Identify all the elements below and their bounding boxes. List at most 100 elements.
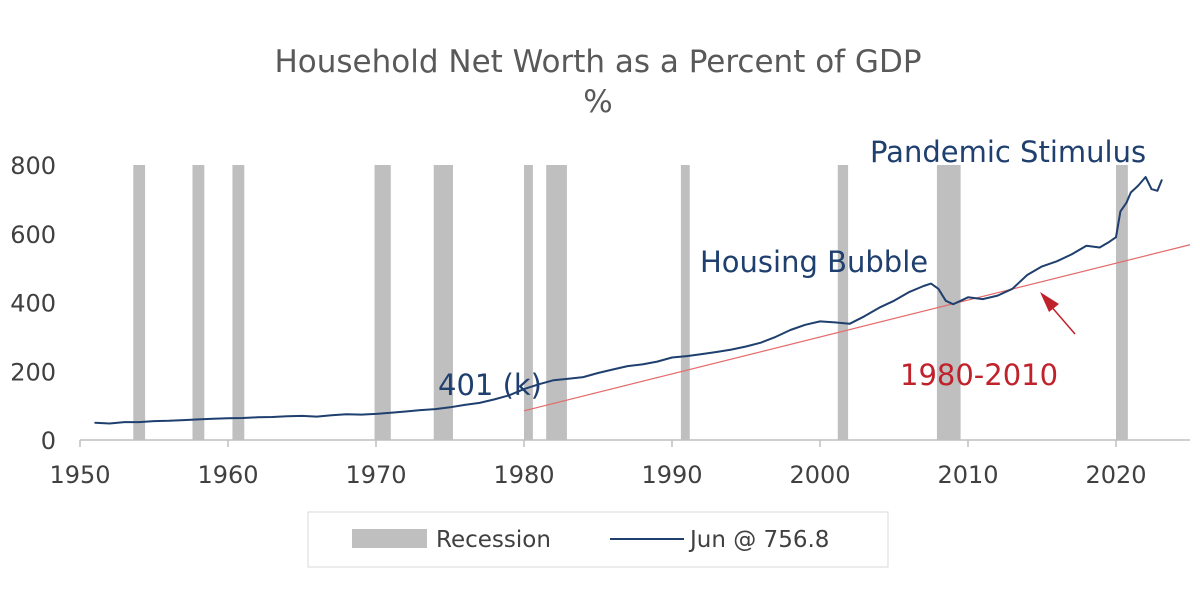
data-point-15 (316, 416, 318, 418)
data-point-67 (1041, 265, 1043, 268)
data-point-20 (390, 412, 392, 414)
recession-bar-2 (232, 165, 245, 440)
net-worth-line (94, 176, 1163, 425)
data-point-42 (715, 351, 718, 353)
annotation-pandemic-stimulus: Pandemic Stimulus (870, 135, 1146, 169)
data-point-13 (286, 415, 288, 417)
x-axis: 1950 1960 1970 1980 1990 2000 2010 2020 (49, 440, 1147, 489)
data-points (94, 176, 1163, 425)
legend: Recession Jun @ 756.8 (307, 511, 889, 568)
data-point-16 (331, 414, 333, 416)
data-point-40 (686, 355, 688, 357)
data-point-46 (775, 336, 777, 338)
data-point-31 (553, 379, 555, 381)
data-point-59 (945, 300, 947, 302)
x-tick-label-2020: 2020 (1085, 461, 1146, 489)
data-point-7 (197, 418, 199, 420)
data-point-1 (109, 422, 111, 425)
recession-bar-5 (524, 165, 533, 440)
data-point-33 (582, 376, 584, 378)
x-tick-label-2000: 2000 (789, 461, 850, 489)
data-point-79 (1150, 188, 1153, 190)
recession-bar-1 (192, 165, 205, 440)
data-point-45 (760, 342, 762, 344)
data-point-36 (627, 365, 629, 367)
data-point-2 (123, 421, 125, 423)
data-point-54 (893, 300, 895, 302)
data-point-3 (138, 421, 140, 423)
recession-bar-6 (546, 165, 567, 440)
data-point-49 (819, 320, 821, 323)
data-point-17 (345, 413, 347, 415)
data-point-35 (612, 368, 614, 371)
recession-bars (133, 165, 1128, 440)
data-point-48 (804, 324, 806, 326)
data-point-44 (745, 345, 747, 348)
data-point-57 (930, 282, 932, 285)
data-point-11 (257, 416, 259, 418)
data-point-0 (94, 422, 96, 424)
y-tick-label-400: 400 (10, 290, 56, 318)
trendline-arrow-head (1040, 292, 1059, 312)
data-point-78 (1145, 176, 1147, 178)
data-point-43 (730, 348, 732, 351)
data-point-66 (1026, 274, 1028, 276)
data-point-6 (183, 419, 185, 421)
data-point-41 (701, 353, 703, 355)
data-point-38 (656, 361, 658, 363)
y-tick-label-600: 600 (10, 221, 56, 249)
annotation-401k: 401 (k) (438, 368, 542, 402)
data-point-70 (1085, 245, 1087, 247)
data-point-62 (967, 296, 969, 298)
x-tick-label-1970: 1970 (345, 461, 406, 489)
data-point-21 (405, 410, 407, 413)
annotation-housing-bubble: Housing Bubble (700, 245, 928, 279)
legend-recession-swatch (352, 529, 427, 548)
recession-bar-10 (1116, 165, 1128, 440)
data-point-74 (1119, 210, 1122, 213)
data-point-12 (271, 416, 273, 418)
recession-bar-0 (133, 165, 146, 440)
data-point-81 (1161, 179, 1163, 181)
data-point-18 (360, 413, 362, 416)
data-point-52 (863, 315, 866, 317)
data-point-4 (153, 420, 155, 422)
recession-bar-4 (433, 165, 453, 440)
data-point-64 (997, 295, 999, 297)
data-point-8 (212, 418, 214, 420)
data-point-80 (1156, 190, 1159, 192)
data-point-77 (1137, 185, 1139, 187)
chart-subtitle: % (583, 84, 612, 120)
data-point-23 (434, 408, 436, 410)
data-point-29 (523, 388, 525, 390)
annotation-1980-2010: 1980-2010 (900, 358, 1058, 392)
data-point-50 (834, 321, 836, 324)
data-point-22 (419, 409, 421, 411)
data-point-55 (908, 291, 910, 293)
data-point-56 (923, 285, 925, 287)
data-point-30 (538, 383, 540, 385)
data-point-75 (1125, 202, 1127, 204)
x-tick-label-1960: 1960 (197, 461, 258, 489)
data-point-63 (982, 298, 984, 300)
data-point-24 (449, 406, 451, 408)
data-point-39 (671, 356, 673, 359)
data-point-5 (168, 420, 170, 422)
data-point-69 (1071, 253, 1073, 255)
data-point-51 (849, 323, 851, 325)
data-point-9 (227, 417, 229, 419)
y-tick-label-0: 0 (41, 427, 56, 455)
data-point-32 (567, 378, 570, 380)
trendline-arrow-shaft (1049, 304, 1076, 335)
data-point-61 (960, 300, 962, 302)
chart-title: Household Net Worth as a Percent of GDP (274, 44, 921, 80)
legend-line-label: Jun @ 756.8 (688, 527, 829, 553)
trendline-1980-2010 (523, 244, 1191, 412)
data-point-72 (1108, 241, 1110, 243)
data-point-73 (1115, 236, 1117, 238)
y-tick-label-200: 200 (10, 358, 56, 386)
data-point-68 (1056, 260, 1058, 262)
recession-bar-3 (374, 165, 391, 440)
data-point-37 (641, 363, 644, 365)
